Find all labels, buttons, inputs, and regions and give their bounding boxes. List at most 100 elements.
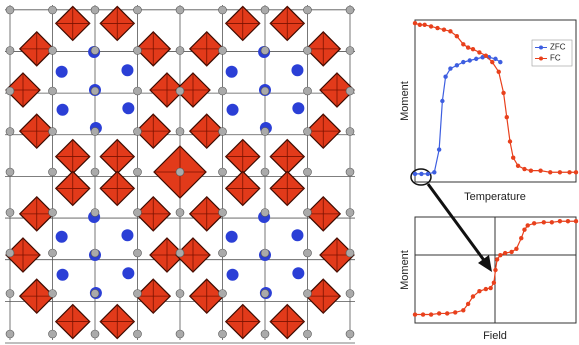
atom-grey [261, 209, 269, 217]
data-point [413, 21, 417, 25]
data-point [574, 170, 578, 174]
data-point [490, 60, 494, 64]
atom-grey [6, 87, 14, 95]
atom-grey [176, 87, 184, 95]
data-point [429, 312, 433, 316]
atom-grey [261, 47, 269, 55]
atom-grey [304, 47, 312, 55]
atom-blue [56, 66, 68, 78]
atom-grey [91, 209, 99, 217]
atom-grey [134, 128, 142, 136]
data-point [471, 47, 475, 51]
data-point [453, 310, 457, 314]
atom-grey [304, 330, 312, 338]
data-point [509, 250, 513, 254]
atom-grey [6, 128, 14, 136]
data-point [477, 289, 481, 293]
data-point [466, 45, 470, 49]
data-point [550, 220, 554, 224]
data-point [471, 294, 475, 298]
data-point [418, 23, 422, 27]
highlight-circle [411, 169, 431, 185]
atom-grey [219, 209, 227, 217]
atom-grey [176, 47, 184, 55]
atom-grey [261, 290, 269, 298]
atom-grey [6, 330, 14, 338]
atom-grey [304, 6, 312, 14]
data-point [566, 219, 570, 223]
data-point [442, 28, 446, 32]
atom-grey [6, 249, 14, 257]
data-point [419, 172, 423, 176]
atom-grey [6, 168, 14, 176]
atom-blue [121, 229, 133, 241]
atom-blue [226, 66, 238, 78]
data-point [461, 308, 465, 312]
x-axis-label: Field [483, 330, 507, 342]
atom-grey [91, 6, 99, 14]
data-point [484, 287, 488, 291]
data-point [492, 281, 496, 285]
atom-grey [49, 330, 57, 338]
atom-grey [346, 290, 354, 298]
data-point [484, 53, 488, 57]
data-point [538, 168, 542, 172]
atom-grey [219, 168, 227, 176]
legend-marker [539, 46, 543, 50]
y-axis-label: Moment [399, 250, 411, 290]
atom-grey [134, 330, 142, 338]
data-point [421, 312, 425, 316]
atom-grey [346, 6, 354, 14]
atom-grey [261, 6, 269, 14]
data-point [505, 115, 509, 119]
atom-grey [134, 47, 142, 55]
data-point [508, 139, 512, 143]
atom-grey [261, 168, 269, 176]
data-point [532, 221, 536, 225]
atom-grey [346, 249, 354, 257]
data-point [468, 58, 472, 62]
atom-grey [219, 330, 227, 338]
data-point [461, 60, 465, 64]
atom-grey [219, 47, 227, 55]
atom-blue [57, 104, 69, 116]
series-line [415, 57, 500, 174]
atom-grey [6, 209, 14, 217]
data-point [488, 286, 492, 290]
atom-grey [134, 87, 142, 95]
atom-grey [49, 87, 57, 95]
atom-grey [91, 330, 99, 338]
atom-grey [219, 87, 227, 95]
data-point [493, 268, 497, 272]
data-point [466, 302, 470, 306]
data-point [498, 60, 502, 64]
atom-grey [176, 168, 184, 176]
atom-grey [176, 209, 184, 217]
atom-grey [134, 290, 142, 298]
atom-grey [219, 290, 227, 298]
atom-grey [49, 168, 57, 176]
atom-grey [219, 249, 227, 257]
atom-grey [304, 168, 312, 176]
atom-grey [49, 47, 57, 55]
atom-grey [49, 128, 57, 136]
atom-blue [227, 104, 239, 116]
data-point [501, 91, 505, 95]
atom-grey [91, 168, 99, 176]
atom-grey [91, 87, 99, 95]
figure: Moment Temperature Moment Field ZFCFC [0, 0, 579, 345]
data-point [413, 172, 417, 176]
atom-blue [121, 64, 133, 76]
y-axis-label: Moment [399, 81, 411, 121]
atom-grey [346, 209, 354, 217]
atom-grey [304, 209, 312, 217]
data-point [522, 167, 526, 171]
data-point [445, 311, 449, 315]
atom-grey [261, 87, 269, 95]
data-point [437, 147, 441, 151]
data-point [413, 312, 417, 316]
atom-blue [122, 267, 134, 279]
atom-grey [176, 249, 184, 257]
atom-grey [176, 330, 184, 338]
crystal-structure [5, 5, 355, 343]
